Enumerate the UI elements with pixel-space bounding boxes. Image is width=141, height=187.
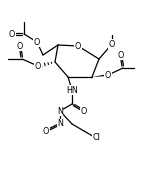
- Text: Cl: Cl: [92, 134, 100, 142]
- Text: O: O: [35, 62, 41, 70]
- Text: O: O: [75, 42, 81, 50]
- Text: O: O: [34, 38, 40, 47]
- Text: N: N: [57, 119, 63, 128]
- Text: N: N: [57, 107, 63, 116]
- Text: O: O: [17, 42, 23, 50]
- Polygon shape: [92, 74, 108, 77]
- Text: O: O: [109, 39, 115, 48]
- Text: O: O: [43, 126, 49, 136]
- Text: O: O: [81, 107, 87, 116]
- Text: O: O: [118, 50, 124, 59]
- Text: O: O: [9, 30, 15, 39]
- Text: HN: HN: [66, 85, 78, 94]
- Text: O: O: [105, 70, 111, 79]
